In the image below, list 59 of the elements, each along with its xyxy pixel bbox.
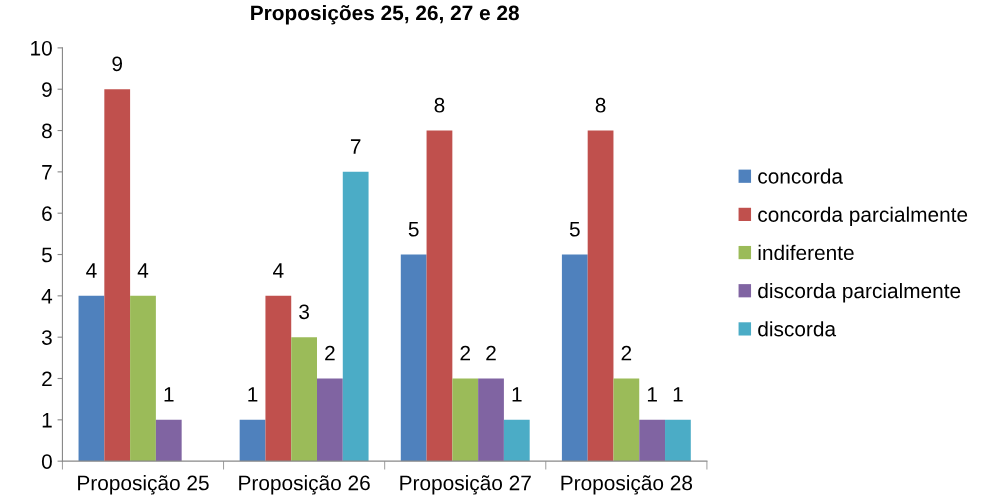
data-label: 4 bbox=[137, 263, 149, 278]
bar bbox=[104, 89, 131, 462]
x-tick-label: Proposição 25 bbox=[78, 475, 209, 495]
data-label: 1 bbox=[647, 387, 657, 402]
data-label: 4 bbox=[86, 263, 97, 278]
x-tick-label: Proposição 28 bbox=[561, 475, 693, 495]
x-tick-label: Proposição 27 bbox=[400, 475, 531, 495]
bar bbox=[503, 419, 530, 462]
bar bbox=[78, 295, 105, 462]
bar bbox=[291, 337, 317, 462]
data-label: 5 bbox=[408, 221, 419, 237]
y-tick-label: 1 bbox=[42, 413, 52, 428]
data-label: 1 bbox=[248, 387, 258, 402]
data-label: 2 bbox=[486, 345, 496, 361]
legend-label: discorda bbox=[758, 321, 837, 337]
y-tick-label: 10 bbox=[31, 40, 52, 56]
bar bbox=[665, 419, 691, 462]
y-tick-label: 0 bbox=[41, 454, 52, 469]
data-label: 8 bbox=[595, 97, 606, 113]
bar bbox=[639, 419, 666, 462]
data-label: 4 bbox=[273, 263, 284, 278]
data-label: 9 bbox=[112, 56, 123, 72]
bar bbox=[587, 130, 614, 462]
y-tick-label: 3 bbox=[41, 330, 52, 345]
data-label: 1 bbox=[164, 387, 174, 402]
data-label: 3 bbox=[299, 304, 309, 320]
bar bbox=[400, 254, 427, 462]
legend-label: discorda parcialmente bbox=[758, 282, 961, 303]
bar bbox=[426, 130, 453, 462]
data-label: 5 bbox=[569, 221, 580, 237]
bar bbox=[239, 419, 266, 462]
legend-label: concorda parcialmente bbox=[758, 206, 968, 227]
y-tick-label: 4 bbox=[41, 289, 53, 304]
x-tick-label: Proposição 26 bbox=[239, 475, 370, 495]
y-tick-label: 5 bbox=[41, 247, 52, 263]
bar bbox=[478, 378, 504, 462]
bar bbox=[613, 378, 640, 462]
bar bbox=[452, 378, 479, 462]
bar bbox=[561, 254, 588, 462]
bar bbox=[155, 419, 182, 462]
bar bbox=[317, 378, 343, 462]
data-label: 2 bbox=[325, 345, 335, 361]
y-tick-label: 8 bbox=[42, 123, 52, 139]
legend-label: concorda bbox=[758, 168, 844, 184]
y-tick-label: 2 bbox=[42, 371, 52, 387]
y-tick-label: 7 bbox=[42, 165, 52, 180]
y-tick-label: 9 bbox=[42, 82, 52, 97]
legend-label: indiferente bbox=[758, 244, 854, 261]
data-label: 2 bbox=[460, 345, 470, 361]
bar bbox=[265, 295, 292, 462]
data-label: 2 bbox=[621, 345, 632, 361]
data-label: 1 bbox=[512, 387, 522, 402]
y-tick-label: 6 bbox=[42, 206, 52, 221]
data-label: 1 bbox=[673, 387, 683, 402]
chart-title: Proposições 25, 26, 27 e 28 bbox=[251, 5, 519, 25]
bar bbox=[342, 171, 369, 462]
data-label: 8 bbox=[434, 97, 445, 113]
bar bbox=[130, 295, 156, 462]
data-label: 7 bbox=[350, 139, 361, 154]
